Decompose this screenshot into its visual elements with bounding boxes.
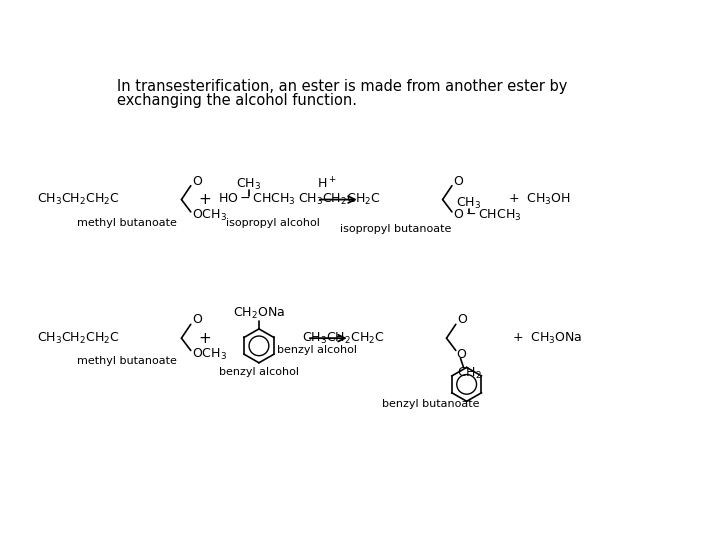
Text: O: O: [192, 174, 202, 187]
Text: $\mathregular{OCH_3}$: $\mathregular{OCH_3}$: [192, 208, 227, 223]
Text: $\mathregular{OCH_3}$: $\mathregular{OCH_3}$: [192, 347, 227, 362]
Text: $\mathregular{O-CHCH_3}$: $\mathregular{O-CHCH_3}$: [453, 208, 521, 223]
Text: $\mathregular{+\ \ CH_3ONa}$: $\mathregular{+\ \ CH_3ONa}$: [513, 330, 583, 346]
Text: benzyl alcohol: benzyl alcohol: [219, 367, 299, 377]
Text: $\mathregular{HO-CHCH_3}$: $\mathregular{HO-CHCH_3}$: [218, 192, 296, 207]
Text: O: O: [192, 313, 202, 326]
Text: In transesterification, an ester is made from another ester by: In transesterification, an ester is made…: [117, 79, 567, 94]
Text: $\mathregular{CH_2}$: $\mathregular{CH_2}$: [457, 366, 482, 381]
Text: O: O: [456, 348, 467, 361]
Text: $\mathregular{CH_3CH_2CH_2C}$: $\mathregular{CH_3CH_2CH_2C}$: [37, 192, 120, 207]
Text: $\mathregular{CH_3CH_2CH_2C}$: $\mathregular{CH_3CH_2CH_2C}$: [37, 330, 120, 346]
Text: +: +: [198, 192, 211, 207]
Text: O: O: [454, 174, 464, 187]
Text: $\mathregular{CH_2ONa}$: $\mathregular{CH_2ONa}$: [233, 306, 285, 321]
Text: $\mathregular{CH_3}$: $\mathregular{CH_3}$: [456, 196, 482, 211]
Text: $\mathregular{H^+}$: $\mathregular{H^+}$: [317, 177, 336, 192]
Text: isopropyl alcohol: isopropyl alcohol: [225, 218, 320, 228]
Text: $\mathregular{CH_3}$: $\mathregular{CH_3}$: [236, 177, 261, 192]
Text: exchanging the alcohol function.: exchanging the alcohol function.: [117, 93, 357, 107]
Text: benzyl alcohol: benzyl alcohol: [277, 346, 357, 355]
Text: $\mathregular{CH_3CH_2CH_2C}$: $\mathregular{CH_3CH_2CH_2C}$: [302, 330, 384, 346]
Text: benzyl butanoate: benzyl butanoate: [382, 399, 480, 409]
Text: $\mathregular{+\ \ CH_3OH}$: $\mathregular{+\ \ CH_3OH}$: [508, 192, 571, 207]
Text: methyl butanoate: methyl butanoate: [77, 356, 177, 366]
Text: isopropyl butanoate: isopropyl butanoate: [341, 224, 452, 234]
Text: O: O: [457, 313, 467, 326]
Text: +: +: [198, 330, 211, 346]
Text: $\mathregular{CH_3CH_2CH_2C}$: $\mathregular{CH_3CH_2CH_2C}$: [298, 192, 381, 207]
Text: methyl butanoate: methyl butanoate: [77, 218, 177, 228]
